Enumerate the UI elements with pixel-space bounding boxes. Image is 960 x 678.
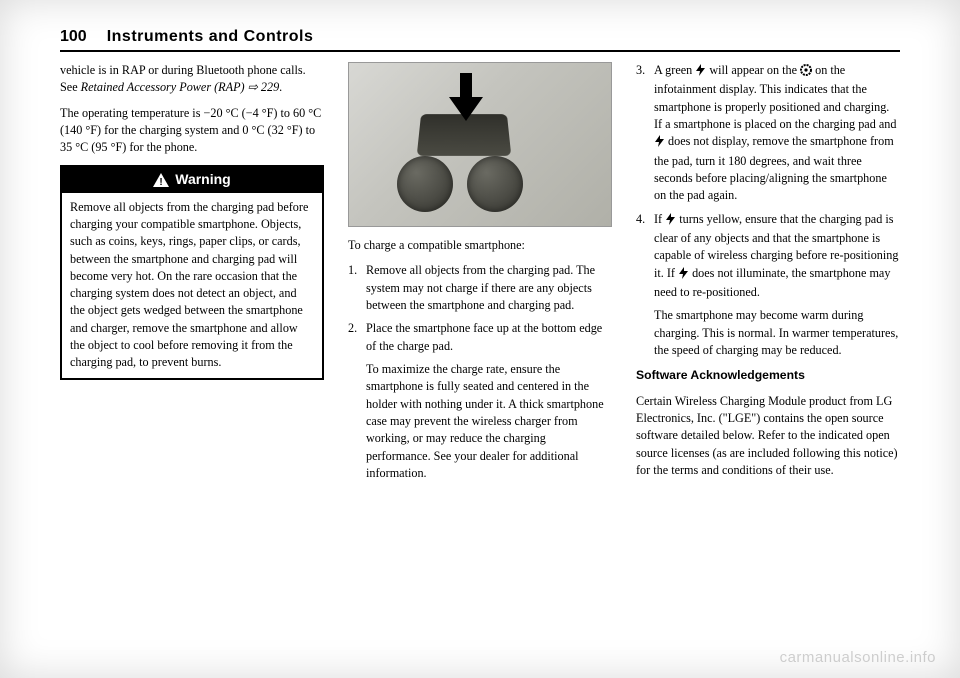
column-3: A green will appear on the on the infota… [636, 62, 900, 622]
ack-heading: Software Acknowledgements [636, 367, 900, 384]
list-item: A green will appear on the on the infota… [636, 62, 900, 205]
warning-title: Warning [175, 170, 230, 190]
page: 100 Instruments and Controls vehicle is … [0, 0, 960, 678]
down-arrow-icon [449, 73, 483, 126]
step4-c: does not illuminate, the smartphone may … [654, 266, 890, 299]
bolt-icon [665, 213, 676, 230]
svg-text:!: ! [160, 177, 163, 187]
charge-caption: To charge a compatible smartphone: [348, 237, 612, 254]
list-item: Remove all objects from the charging pad… [348, 262, 612, 314]
xref-arrow-icon: ⇨ [248, 80, 258, 94]
cupholder-shape [467, 156, 523, 212]
step4-a: If [654, 212, 665, 226]
xref-label: Retained Accessory Power (RAP) [81, 80, 245, 94]
watermark: carmanualsonline.info [780, 649, 936, 666]
warm-note: The smartphone may become warm during ch… [636, 307, 900, 359]
step3-a: A green [654, 63, 695, 77]
list-item: Place the smartphone face up at the bott… [348, 320, 612, 482]
charging-pad-illustration [348, 62, 612, 227]
step3-d: does not display, remove the smartphone … [654, 134, 894, 202]
xref-page: 229 [261, 80, 279, 94]
steps-list: Remove all objects from the charging pad… [348, 262, 612, 482]
warning-triangle-icon: ! [153, 173, 169, 187]
step-2-text: Place the smartphone face up at the bott… [366, 321, 602, 352]
body-columns: vehicle is in RAP or during Bluetooth ph… [60, 62, 900, 622]
step-1-text: Remove all objects from the charging pad… [366, 263, 595, 312]
ack-body: Certain Wireless Charging Module product… [636, 393, 900, 480]
cupholder-shape [397, 156, 453, 212]
warning-box: ! Warning Remove all objects from the ch… [60, 165, 324, 380]
list-item: If turns yellow, ensure that the chargin… [636, 211, 900, 302]
bolt-icon [654, 135, 665, 152]
warning-body: Remove all objects from the charging pad… [62, 193, 322, 378]
gear-icon [800, 64, 812, 81]
page-number: 100 [60, 28, 87, 46]
column-1: vehicle is in RAP or during Bluetooth ph… [60, 62, 324, 622]
step3-b: will appear on the [706, 63, 800, 77]
bolt-icon [678, 267, 689, 284]
column-2: To charge a compatible smartphone: Remov… [348, 62, 612, 622]
chapter-title: Instruments and Controls [107, 28, 314, 46]
page-header: 100 Instruments and Controls [60, 28, 900, 52]
steps-list-cont: A green will appear on the on the infota… [636, 62, 900, 301]
period: . [279, 80, 282, 94]
warning-header: ! Warning [62, 167, 322, 193]
temperature-paragraph: The operating temperature is −20 °C (−4 … [60, 105, 324, 157]
intro-paragraph: vehicle is in RAP or during Bluetooth ph… [60, 62, 324, 97]
step-2-sub: To maximize the charge rate, ensure the … [366, 361, 612, 482]
page-inner: 100 Instruments and Controls vehicle is … [0, 0, 960, 678]
bolt-icon [695, 64, 706, 81]
